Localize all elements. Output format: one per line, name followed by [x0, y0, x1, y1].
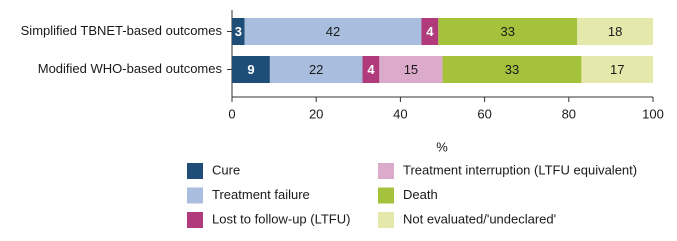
legend-label: Not evaluated/'undeclared' [403, 211, 556, 226]
data-label: 9 [247, 62, 254, 77]
data-label: 15 [404, 62, 418, 77]
x-axis-label: % [436, 139, 448, 154]
x-tick-label: 100 [642, 106, 664, 121]
x-tick-label: 0 [228, 106, 235, 121]
bar-segment [581, 56, 653, 83]
legend-label: Cure [212, 162, 240, 177]
legend-label: Death [403, 187, 438, 202]
data-label: 42 [326, 24, 340, 39]
data-label: 33 [501, 24, 515, 39]
legend-swatch [187, 187, 203, 204]
x-tick-label: 60 [477, 106, 491, 121]
bar-segment [232, 56, 270, 83]
data-label: 33 [505, 62, 519, 77]
x-tick-label: 20 [309, 106, 323, 121]
bar-segment [421, 18, 439, 45]
legend-swatch [187, 163, 203, 179]
legend-label: Treatment failure [212, 187, 310, 202]
data-label: 22 [309, 62, 323, 77]
y-tick-label: Simplified TBNET-based outcomes [21, 23, 223, 38]
y-tick-label: Modified WHO-based outcomes [38, 61, 223, 76]
bar-segment [269, 56, 363, 83]
data-label: 4 [367, 62, 375, 77]
legend-swatch [378, 212, 394, 228]
legend-label: Lost to follow-up (LTFU) [212, 211, 350, 226]
x-tick-label: 40 [393, 106, 407, 121]
bar-segment [244, 18, 422, 45]
bar-segment [232, 18, 245, 45]
data-label: 17 [610, 62, 624, 77]
bar-segment [438, 18, 578, 45]
legend-swatch [378, 163, 394, 179]
data-label: 3 [235, 24, 242, 39]
bar-segment [442, 56, 582, 83]
legend-swatch [378, 187, 394, 204]
legend-label: Treatment interruption (LTFU equivalent) [403, 162, 637, 177]
bar-segment [577, 18, 653, 45]
bar-segment [379, 56, 443, 83]
data-label: 4 [426, 24, 434, 39]
data-label: 18 [608, 24, 622, 39]
legend-swatch [187, 212, 203, 228]
bar-segment [362, 56, 380, 83]
x-tick-label: 80 [562, 106, 576, 121]
